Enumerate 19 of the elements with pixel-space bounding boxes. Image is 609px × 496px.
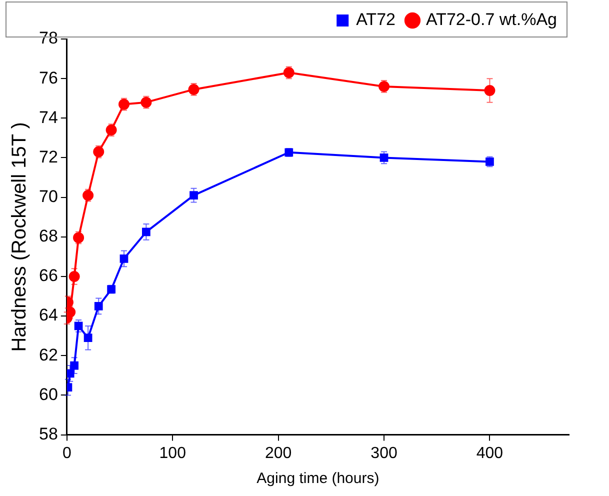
legend-label: AT72-0.7 wt.%Ag xyxy=(426,10,558,30)
y-tick-label: 76 xyxy=(38,68,58,88)
x-tick-label: 200 xyxy=(264,444,292,462)
x-tick-label: 0 xyxy=(62,444,72,462)
y-tick-label: 64 xyxy=(38,306,58,325)
y-axis-title: Hardness (Rockwell 15T ) xyxy=(8,122,31,352)
x-tick-label: 300 xyxy=(370,444,398,462)
x-tick-label: 400 xyxy=(476,444,504,462)
y-tick-label: 62 xyxy=(38,345,58,364)
y-tick-label: 60 xyxy=(38,384,58,404)
y-tick-label: 66 xyxy=(38,266,58,286)
y-tick-label: 72 xyxy=(38,147,58,166)
y-tick-label: 68 xyxy=(38,226,58,246)
legend-label: AT72 xyxy=(356,10,396,30)
y-tick-label: 70 xyxy=(38,187,58,206)
y-tick-label: 58 xyxy=(38,424,58,444)
y-tick-label: 74 xyxy=(38,108,58,127)
x-tick-label: 100 xyxy=(159,444,186,462)
x-axis-title: Aging time (hours) xyxy=(256,470,380,488)
